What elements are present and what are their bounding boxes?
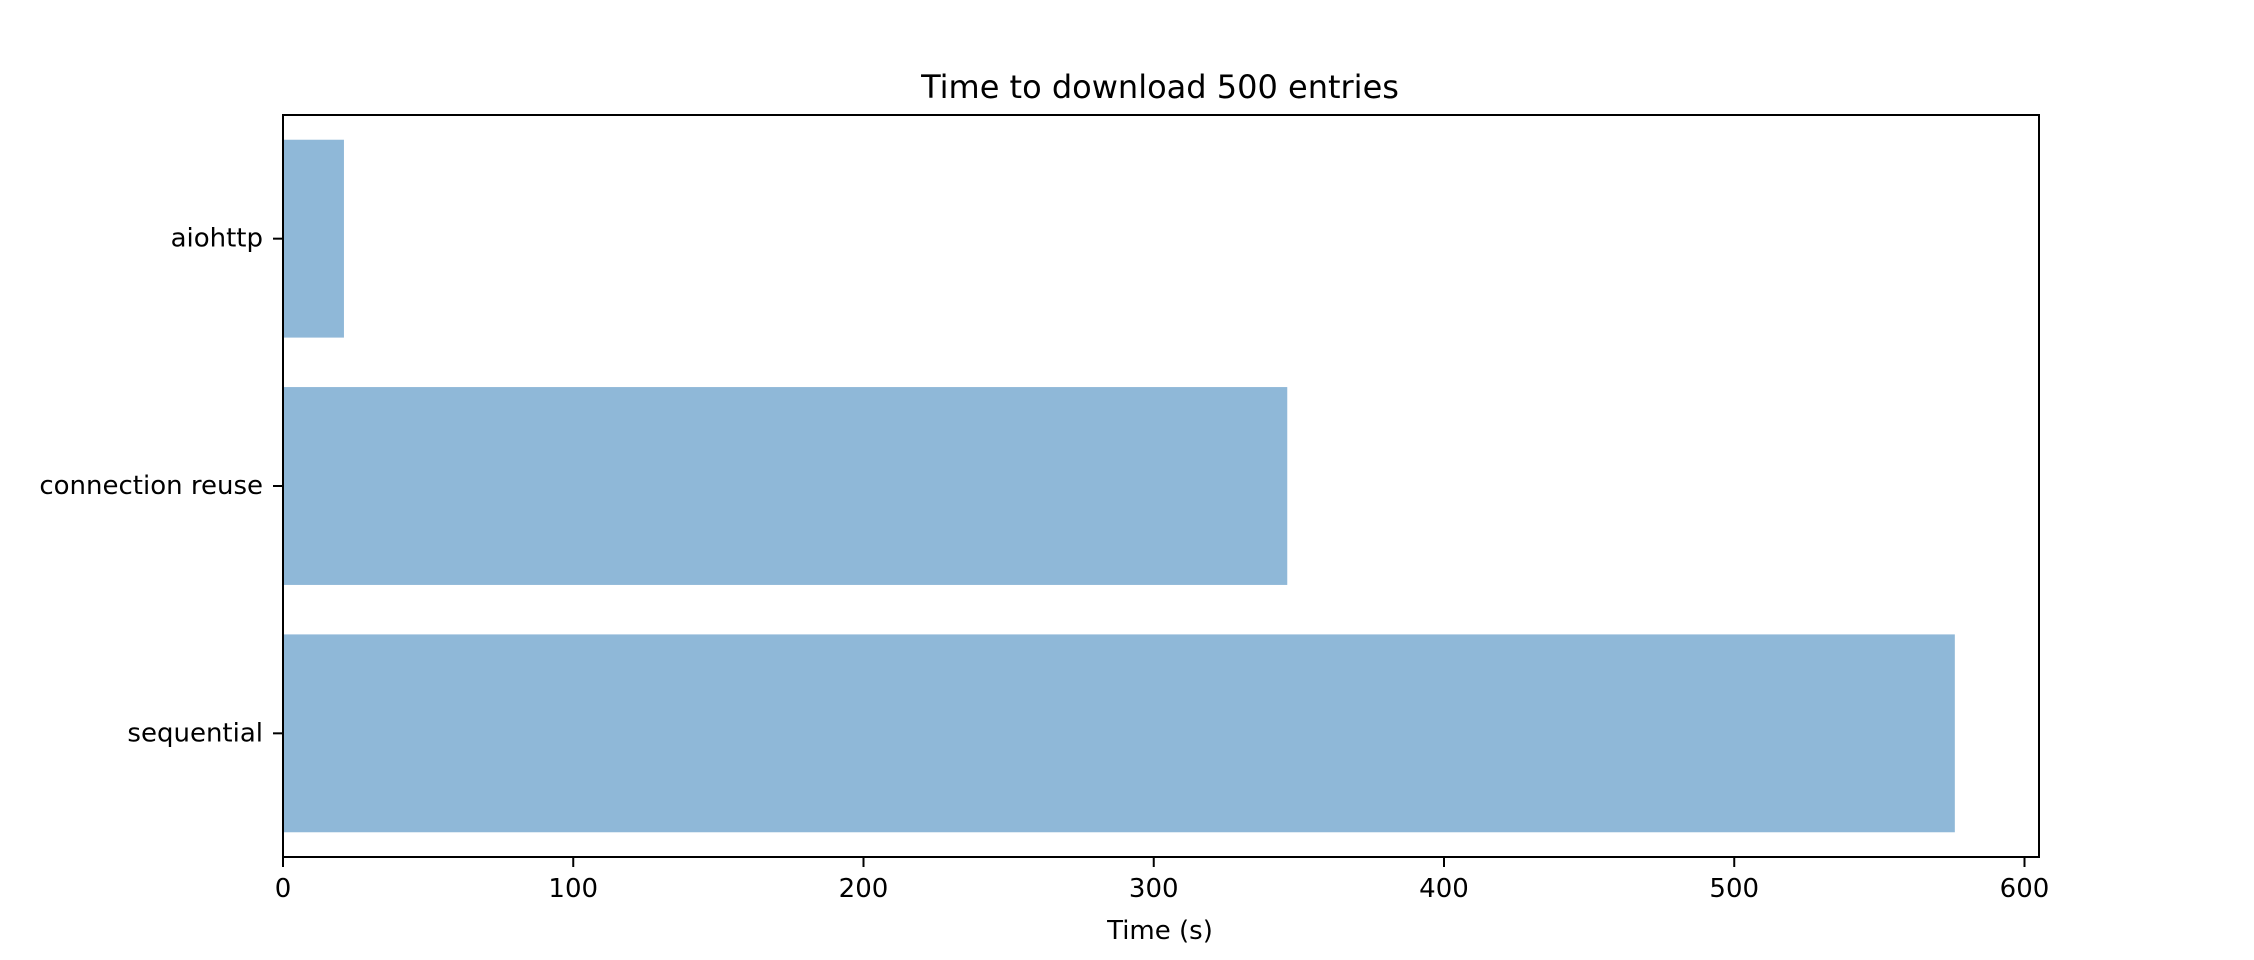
x-tick-label: 300	[1129, 874, 1179, 904]
bar-connection-reuse	[283, 387, 1288, 585]
bar-aiohttp	[283, 139, 344, 338]
bars-group	[283, 139, 1955, 833]
x-tick-label: 500	[1709, 874, 1759, 904]
x-axis-ticks: 0 100 200 300 400 500 600	[275, 857, 2050, 904]
x-tick-label: 100	[548, 874, 598, 904]
y-tick-label: connection reuse	[39, 471, 263, 501]
bar-sequential	[283, 634, 1955, 833]
x-tick-label: 0	[275, 874, 292, 904]
x-tick-label: 200	[839, 874, 889, 904]
x-tick-label: 600	[2000, 874, 2050, 904]
y-tick-label: aiohttp	[171, 224, 263, 254]
y-tick-label: sequential	[127, 718, 263, 748]
x-axis-label: Time (s)	[1106, 916, 1213, 946]
chart-title: Time to download 500 entries	[920, 68, 1399, 106]
y-axis-ticks: aiohttp connection reuse sequential	[39, 224, 283, 748]
x-tick-label: 400	[1419, 874, 1469, 904]
